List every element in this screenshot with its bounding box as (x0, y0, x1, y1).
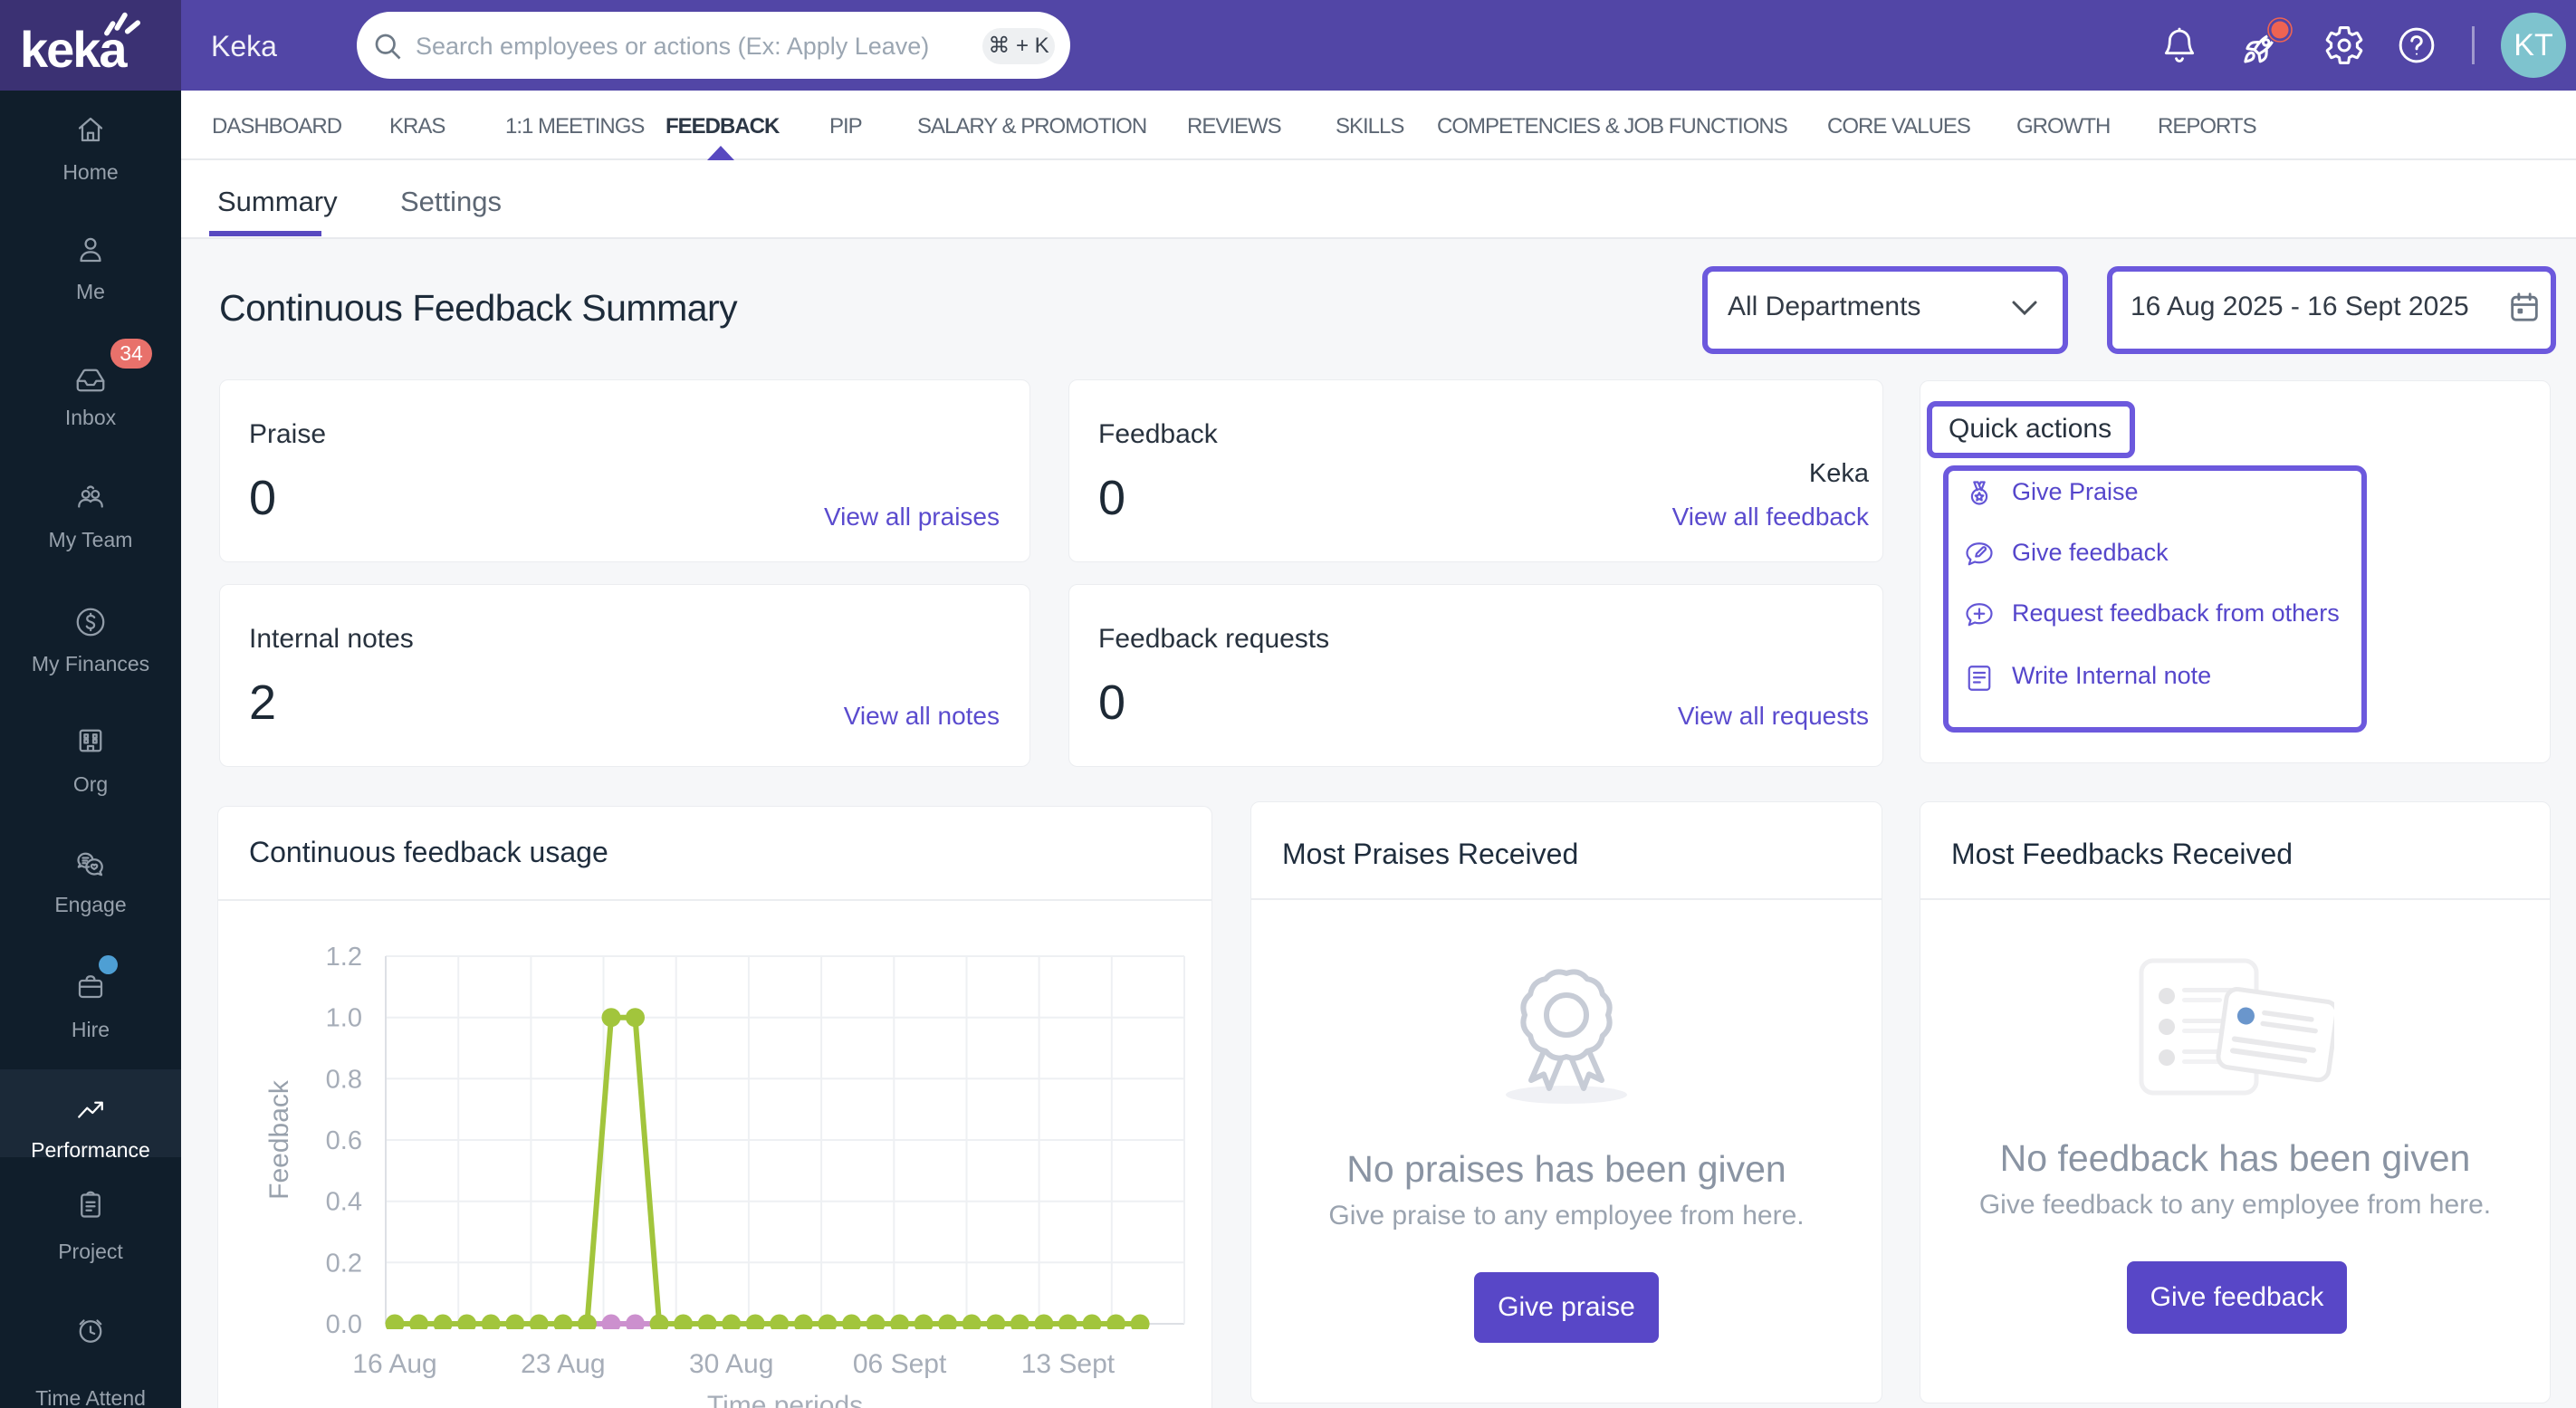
svg-text:1.2: 1.2 (326, 943, 362, 972)
svg-text:23 Aug: 23 Aug (521, 1349, 605, 1379)
svg-text:0.8: 0.8 (326, 1065, 362, 1094)
svg-text:Feedback: Feedback (264, 1079, 294, 1200)
svg-text:0.4: 0.4 (326, 1188, 362, 1217)
svg-text:06 Sept: 06 Sept (853, 1349, 947, 1379)
svg-text:13 Sept: 13 Sept (1021, 1349, 1116, 1379)
svg-text:0.6: 0.6 (326, 1126, 362, 1155)
svg-text:0.0: 0.0 (326, 1310, 362, 1339)
svg-text:0.2: 0.2 (326, 1249, 362, 1278)
svg-text:30 Aug: 30 Aug (689, 1349, 773, 1379)
svg-text:Time periods: Time periods (707, 1391, 863, 1408)
svg-text:1.0: 1.0 (326, 1004, 362, 1033)
svg-text:16 Aug: 16 Aug (352, 1349, 436, 1379)
